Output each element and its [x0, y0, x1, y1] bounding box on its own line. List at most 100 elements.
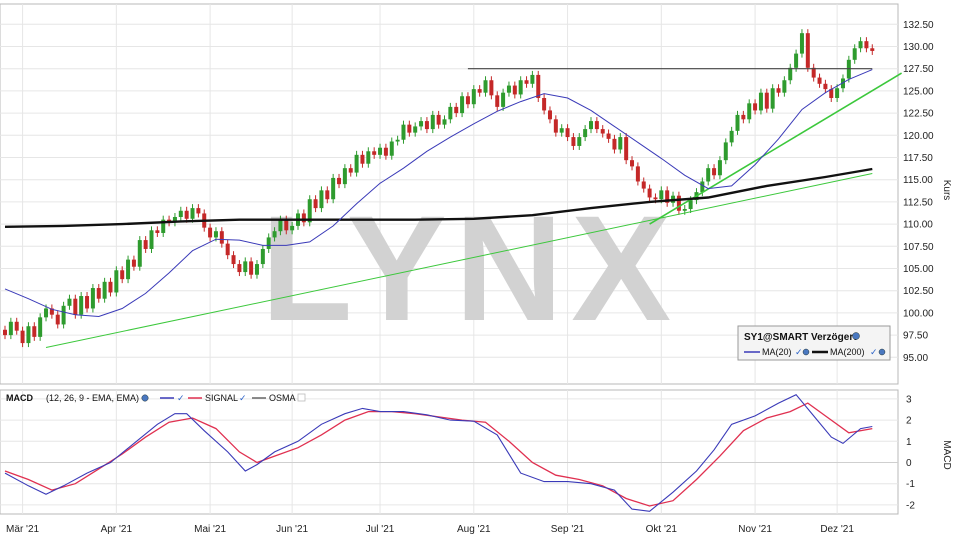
candle-body: [758, 92, 763, 111]
candle-body: [161, 219, 166, 233]
candle-body: [219, 231, 224, 244]
candle-body: [3, 329, 7, 336]
candle-body: [407, 124, 412, 133]
candle-body: [512, 85, 517, 95]
macd-legend: MACD (12, 26, 9 - EMA, EMA) ✓ SIGNAL ✓ O…: [6, 393, 306, 403]
macd-axis-label: MACD: [941, 440, 952, 469]
globe-icon[interactable]: [802, 348, 810, 356]
x-tick-label: Aug '21: [457, 524, 491, 535]
macd-y-tick-label: 1: [906, 437, 912, 448]
candle-body: [624, 137, 629, 161]
candle-body: [413, 126, 418, 133]
price-y-tick-label: 127.50: [903, 64, 934, 75]
candle-body: [8, 321, 13, 336]
candle-body: [665, 190, 670, 203]
macd-y-tick-label: 2: [906, 416, 912, 427]
macd-y-tick-label: 3: [906, 394, 912, 405]
candle-body: [612, 138, 617, 150]
x-tick-label: Sep '21: [551, 524, 585, 535]
candle-body: [559, 128, 564, 133]
candle-body: [401, 124, 406, 140]
candle-body: [208, 227, 213, 238]
candle-body: [44, 308, 49, 318]
candle-body: [712, 168, 717, 176]
candle-body: [764, 92, 769, 109]
candle-body: [272, 231, 277, 238]
candle-body: [14, 321, 19, 331]
candle-body: [196, 208, 201, 214]
x-tick-label: Mär '21: [6, 524, 39, 535]
candle-body: [419, 121, 424, 127]
candle-body: [741, 114, 746, 120]
candle-body: [149, 230, 154, 249]
globe-icon[interactable]: [141, 394, 149, 402]
candle-body: [360, 154, 365, 164]
candle-body: [354, 154, 359, 173]
candle-body: [864, 41, 869, 49]
candle-body: [20, 330, 25, 344]
candle-body: [583, 129, 588, 138]
candle-body: [307, 199, 312, 223]
candle-body: [817, 77, 822, 84]
candle-body: [647, 188, 652, 198]
candle-body: [840, 78, 845, 89]
price-y-tick-label: 125.00: [903, 86, 934, 97]
candle-body: [700, 181, 705, 193]
globe-icon[interactable]: [878, 348, 886, 356]
price-y-tick-label: 105.00: [903, 264, 934, 275]
lynx-watermark: LYNX: [261, 184, 679, 352]
osma-toggle-box[interactable]: [297, 393, 306, 402]
globe-icon[interactable]: [852, 332, 860, 340]
candle-body: [495, 95, 500, 107]
macd-plot: [0, 394, 898, 512]
x-tick-label: Apr '21: [101, 524, 133, 535]
candle-body: [465, 96, 470, 105]
checkmark-icon[interactable]: ✓: [795, 347, 803, 357]
ma200-legend-label: MA(200): [830, 347, 865, 357]
candle-body: [770, 88, 775, 109]
candle-body: [641, 181, 646, 189]
candle-body: [829, 89, 834, 99]
candle-body: [530, 74, 535, 84]
price-panel-frame: [0, 3, 899, 385]
macd-legend-params: (12, 26, 9 - EMA, EMA): [46, 393, 139, 403]
candle-body: [26, 326, 31, 344]
candle-body: [254, 264, 259, 275]
candle-body: [114, 270, 119, 293]
checkmark-icon[interactable]: ✓: [177, 393, 185, 403]
price-y-tick-label: 117.50: [903, 153, 933, 164]
price-y-tick-label: 110.00: [903, 220, 933, 231]
candle-body: [430, 114, 435, 130]
candle-body: [788, 67, 793, 81]
candle-body: [249, 261, 254, 275]
ma20-legend-label: MA(20): [762, 347, 792, 357]
candle-body: [178, 210, 183, 217]
checkmark-icon[interactable]: ✓: [870, 347, 878, 357]
x-tick-label: Dez '21: [820, 524, 854, 535]
candle-body: [547, 110, 552, 120]
candle-body: [483, 80, 488, 93]
candle-body: [348, 168, 353, 173]
candle-body: [630, 160, 635, 167]
candle-body: [85, 296, 90, 309]
x-tick-label: Mai '21: [194, 524, 226, 535]
candle-body: [38, 317, 43, 337]
candle-body: [131, 259, 136, 267]
price-plot: [3, 29, 875, 348]
candle-body: [436, 114, 441, 125]
candle-body: [688, 200, 693, 210]
price-y-tick-label: 122.50: [903, 109, 934, 120]
candle-body: [96, 288, 101, 299]
x-tick-label: Jun '21: [276, 524, 308, 535]
checkmark-icon[interactable]: ✓: [239, 393, 247, 403]
candle-body: [682, 209, 687, 211]
candle-body: [284, 219, 289, 231]
candle-body: [471, 89, 476, 105]
candle-body: [477, 89, 482, 93]
candle-body: [794, 53, 799, 68]
candle-body: [565, 128, 570, 138]
macd-legend-title: MACD: [6, 393, 33, 403]
candle-body: [266, 237, 271, 249]
candle-body: [805, 33, 810, 68]
macd-y-tick-label: 0: [906, 458, 912, 469]
